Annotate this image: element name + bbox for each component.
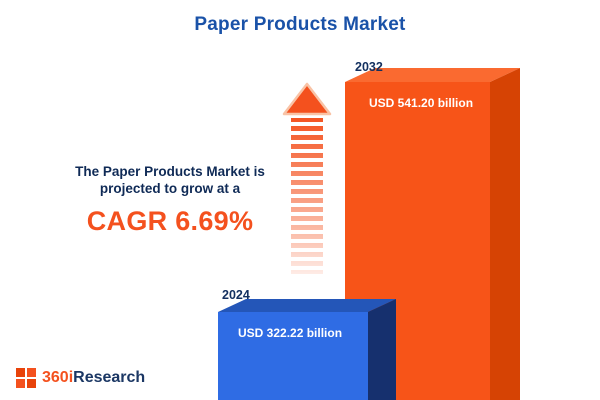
growth-annotation: The Paper Products Market is projected t… bbox=[32, 163, 308, 237]
annotation-line-1: The Paper Products Market is bbox=[75, 164, 265, 179]
bar-2024-value-label: USD 322.22 billion bbox=[238, 326, 343, 340]
logo-text-suffix: Research bbox=[73, 369, 146, 386]
logo-squares-icon bbox=[16, 368, 36, 388]
annotation-line-2: projected to grow at a bbox=[99, 181, 241, 197]
cagr-value: CAGR 6.69% bbox=[86, 205, 254, 236]
bar-2024-year-label: 2024 bbox=[222, 288, 250, 302]
logo-text: 360iResearch bbox=[42, 369, 145, 387]
bar-2032-value-label: USD 541.20 billion bbox=[369, 96, 474, 110]
bar-2032-year-label: 2032 bbox=[355, 60, 383, 74]
page-title: Paper Products Market bbox=[194, 14, 406, 35]
bar-2024 bbox=[218, 299, 396, 400]
growth-arrow-icon bbox=[282, 82, 332, 274]
logo-text-prefix: 360i bbox=[42, 369, 74, 386]
brand-logo: 360iResearch bbox=[16, 368, 145, 388]
